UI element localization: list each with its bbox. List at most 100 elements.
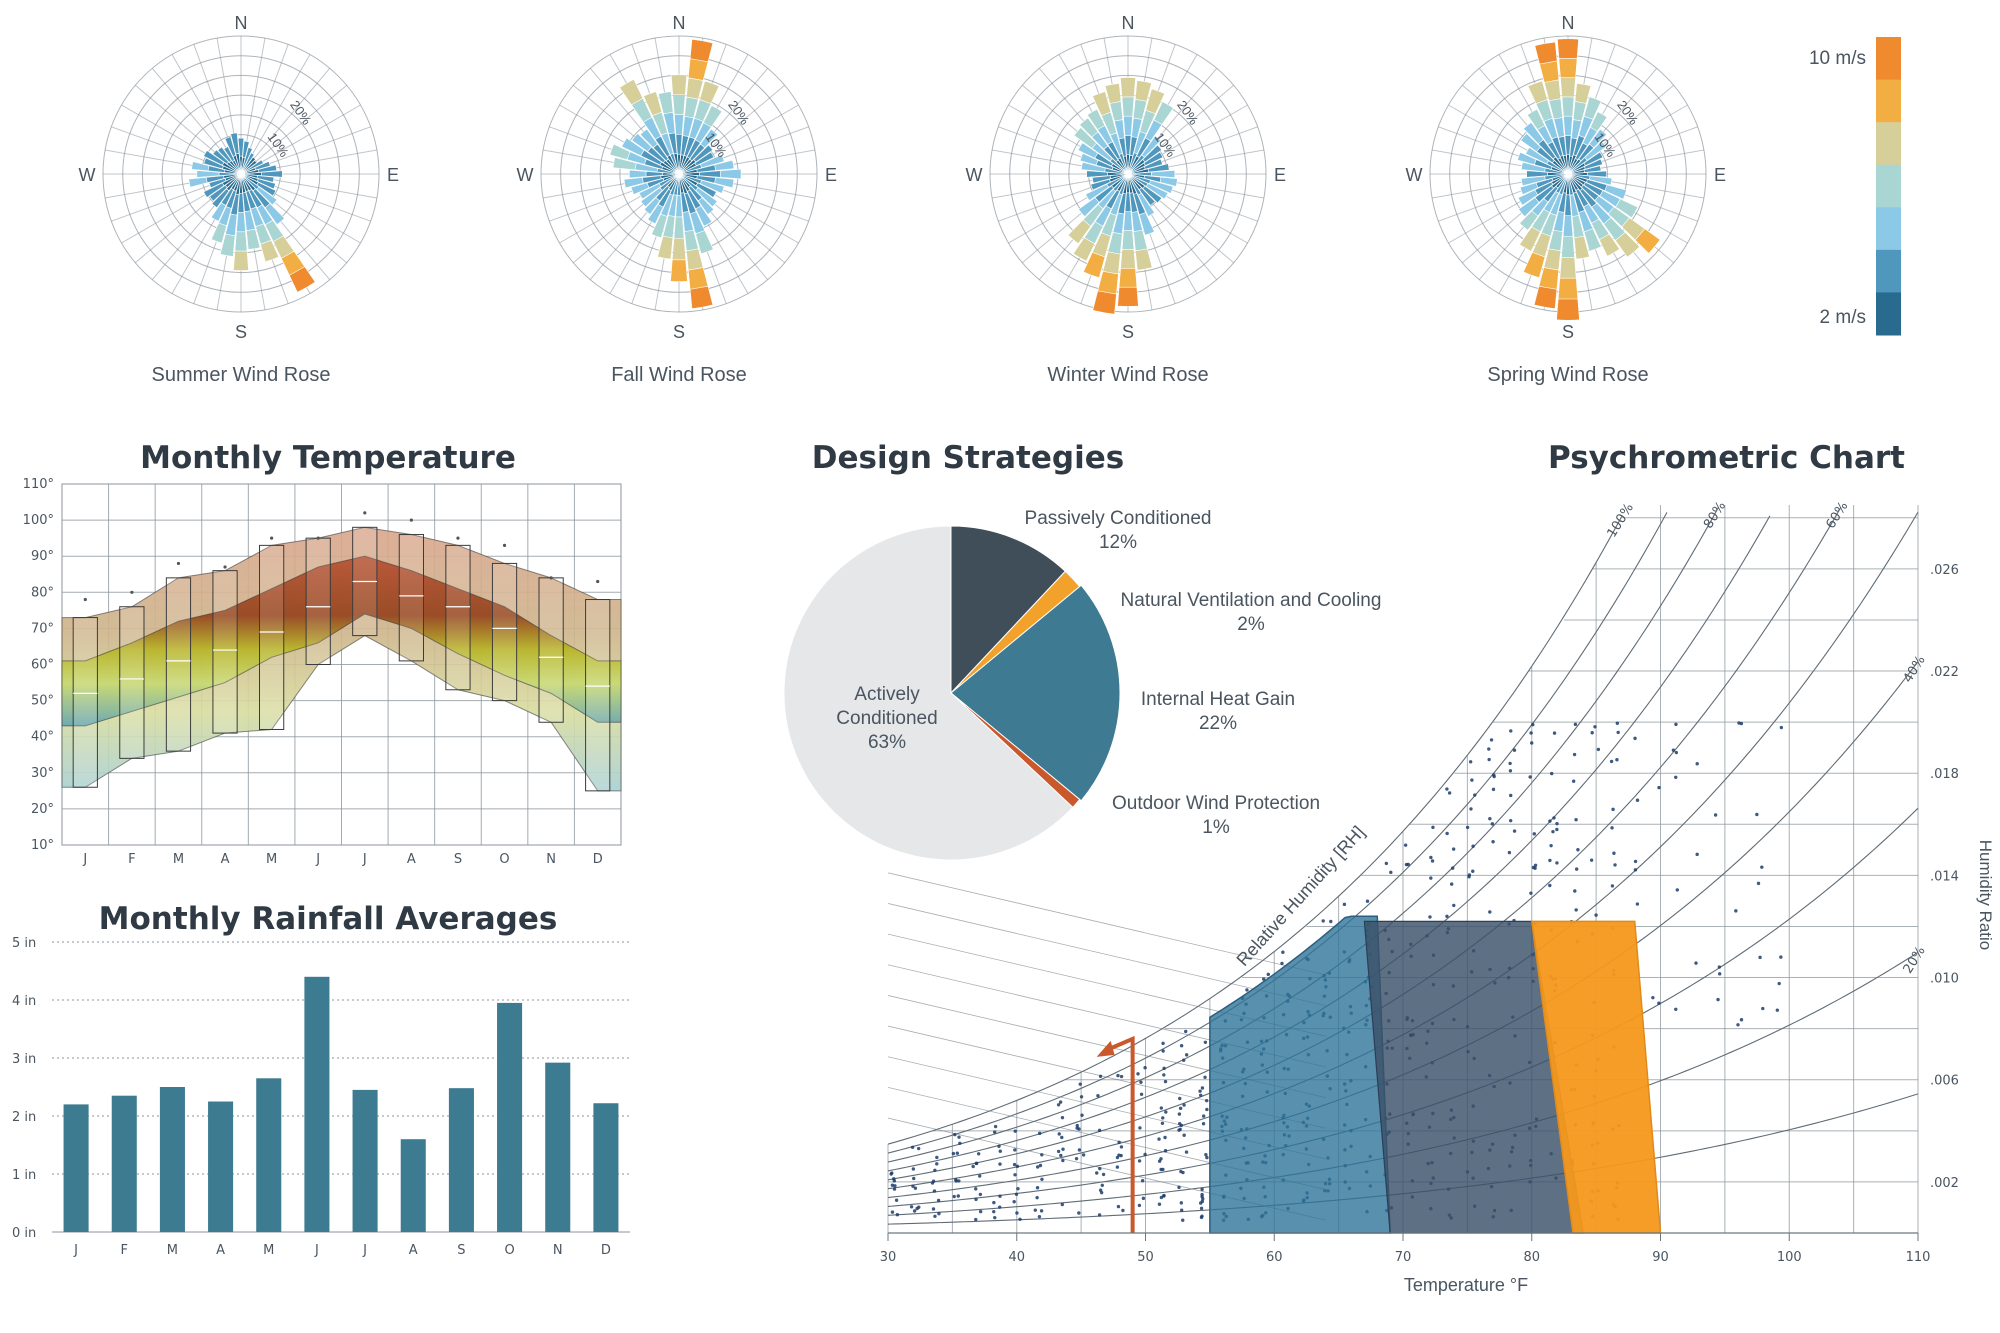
psy-data-point [936, 1198, 941, 1203]
psy-data-point [1512, 748, 1517, 752]
psy-data-point [1116, 1073, 1120, 1078]
psy-data-point [1115, 1165, 1120, 1169]
rose-petal-segment [1138, 187, 1156, 206]
psy-data-point [1099, 1190, 1104, 1195]
temp-y-tick: 40° [31, 730, 54, 745]
rose-petal-segment [1583, 151, 1604, 167]
pie-label: Actively [854, 684, 920, 705]
legend-swatch [1876, 207, 1901, 251]
psy-data-point [1508, 769, 1513, 773]
psy-data-point [1161, 1116, 1165, 1120]
rose-petal-segment [242, 140, 250, 159]
psy-data-point [933, 1168, 937, 1173]
rose-petal-segment [1583, 228, 1602, 252]
temp-month-box [259, 544, 285, 730]
rose-petal-segment [1143, 158, 1163, 170]
psy-data-point [1445, 914, 1449, 919]
psy-data-point [1551, 829, 1555, 834]
temp-x-tick: J [315, 852, 320, 867]
psy-data-point [911, 1184, 915, 1188]
psy-data-point [1451, 847, 1456, 851]
temp-record-dot [316, 536, 320, 540]
psy-data-point [1548, 883, 1552, 888]
psy-data-point [998, 1162, 1002, 1166]
psy-data-point [1589, 858, 1594, 862]
rose-petal-segment [256, 175, 275, 183]
psy-data-point [1555, 827, 1559, 832]
rose-petal-segment [1092, 91, 1112, 116]
psy-data-point [1100, 1183, 1104, 1188]
psy-data-point [1060, 1115, 1065, 1120]
psy-data-point [912, 1209, 917, 1213]
psy-data-point [956, 1194, 960, 1198]
rose-title: Fall Wind Rose [611, 364, 747, 386]
psy-arrow-shaft [1103, 1035, 1135, 1233]
rose-petal-segment [695, 187, 718, 208]
psy-data-point [978, 1209, 983, 1214]
psy-data-point [957, 1135, 961, 1139]
rose-petal-segment [254, 161, 271, 171]
rose-label-e: E [1274, 165, 1286, 185]
psy-data-point [1119, 1145, 1124, 1149]
rose-petal-segment [208, 178, 227, 189]
psy-data-point [1777, 981, 1781, 986]
legend-swatch [1876, 37, 1901, 81]
psy-data-point [1164, 1110, 1168, 1114]
psy-data-point [932, 1189, 937, 1193]
psy-data-point [1572, 752, 1577, 757]
psy-data-point [1097, 1213, 1102, 1217]
psy-y-tick: .022 [1930, 665, 1959, 680]
rose-petal-segment [639, 128, 659, 149]
psy-x-tick: 100 [1777, 1250, 1802, 1265]
psy-data-point [1182, 1103, 1186, 1107]
temp-record-dot [270, 536, 274, 540]
rose-label-s: S [1122, 322, 1134, 342]
pie-title: Design Strategies [812, 440, 1124, 476]
rose-petal-segment [1588, 128, 1608, 149]
rose-petal-segment [1557, 277, 1579, 300]
rose-petal-segment [703, 105, 723, 128]
rose-petal-segment [699, 179, 725, 194]
psy-data-point [1610, 884, 1615, 888]
rose-petal-segment [1159, 176, 1178, 187]
rose-petal-segment [1520, 175, 1546, 187]
psy-data-point [1473, 793, 1477, 797]
psy-data-point [1056, 1103, 1061, 1107]
rose-petal-segment [630, 182, 650, 195]
rose-petal-segment [1563, 115, 1573, 136]
psy-data-point [1200, 1086, 1205, 1090]
psy-data-point [1035, 1195, 1039, 1200]
rose-petal-segment [258, 164, 278, 173]
legend-swatch [1876, 292, 1901, 336]
rose-petal-segment [210, 202, 227, 222]
rose-petal-segment [1634, 228, 1661, 254]
psy-data-point [1060, 1202, 1065, 1207]
rose-petal-segment [1118, 268, 1138, 288]
psy-data-point [1138, 1126, 1142, 1130]
temp-y-tick: 10° [31, 838, 54, 853]
rose-petal-segment [1153, 101, 1174, 125]
psy-data-point [890, 1210, 895, 1214]
psy-data-point [997, 1144, 1001, 1149]
psy-data-point [1077, 1148, 1082, 1152]
legend-swatch [1876, 79, 1901, 123]
rose-petal-segment [188, 177, 208, 188]
psy-data-point [1552, 816, 1556, 820]
psy-data-point [1491, 787, 1496, 792]
rose-petal-segment [1525, 147, 1550, 165]
psy-data-point [1491, 840, 1495, 844]
psy-data-point [1487, 757, 1491, 762]
psy-data-point [1533, 866, 1537, 870]
rose-petal-segment [1137, 192, 1155, 217]
legend-min-label: 2 m/s [1820, 307, 1866, 328]
psy-data-point [1203, 1040, 1208, 1045]
monthly-temperature-chart: Monthly Temperature 10° 20° 30° 40° 50° 60° 70°… [23, 440, 622, 867]
psy-data-point [1162, 1194, 1166, 1198]
psy-data-point [1199, 1206, 1204, 1211]
psy-data-point [1159, 1106, 1164, 1110]
psy-data-point [998, 1149, 1002, 1153]
rain-x-tick: O [504, 1243, 514, 1258]
